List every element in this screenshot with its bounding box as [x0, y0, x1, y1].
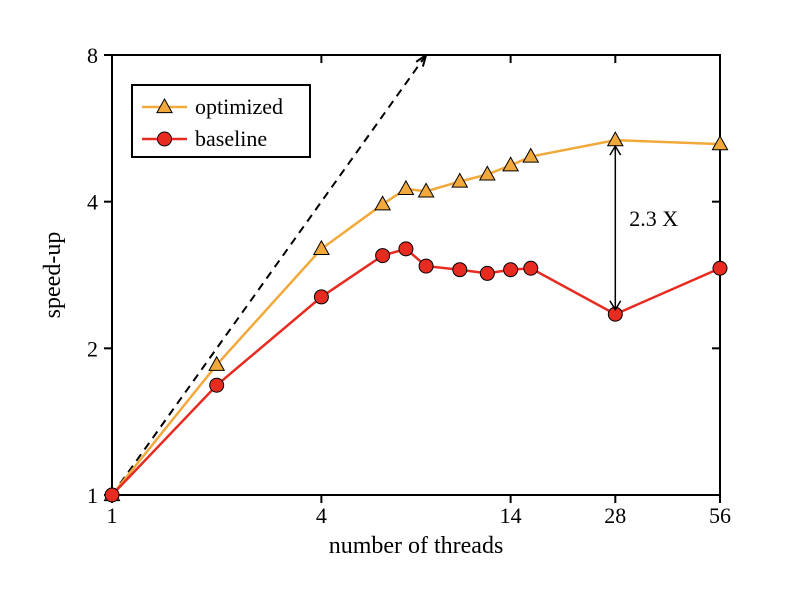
- baseline-marker: [504, 263, 518, 277]
- baseline-marker: [399, 242, 413, 256]
- y-tick-label: 1: [87, 483, 98, 508]
- baseline-marker: [453, 263, 467, 277]
- y-axis-label: speed-up: [40, 232, 66, 319]
- y-tick-label: 2: [87, 336, 98, 361]
- legend-label: baseline: [195, 126, 267, 151]
- baseline-marker: [210, 378, 224, 392]
- x-tick-label: 56: [709, 503, 731, 528]
- baseline-marker: [524, 261, 538, 275]
- legend-swatch-marker: [158, 132, 172, 146]
- x-tick-label: 4: [316, 503, 327, 528]
- x-tick-label: 14: [500, 503, 522, 528]
- baseline-marker: [314, 290, 328, 304]
- speedup-chart: 141428561248number of threadsspeed-up2.3…: [0, 0, 792, 612]
- legend-label: optimized: [195, 94, 283, 119]
- baseline-marker: [713, 261, 727, 275]
- x-tick-label: 28: [604, 503, 626, 528]
- x-axis-label: number of threads: [329, 533, 504, 559]
- y-tick-label: 8: [87, 43, 98, 68]
- annotation-text: 2.3 X: [629, 206, 678, 231]
- baseline-marker: [105, 488, 119, 502]
- baseline-marker: [419, 259, 433, 273]
- x-tick-label: 1: [107, 503, 118, 528]
- baseline-marker: [376, 249, 390, 263]
- baseline-marker: [480, 266, 494, 280]
- y-tick-label: 4: [87, 190, 98, 215]
